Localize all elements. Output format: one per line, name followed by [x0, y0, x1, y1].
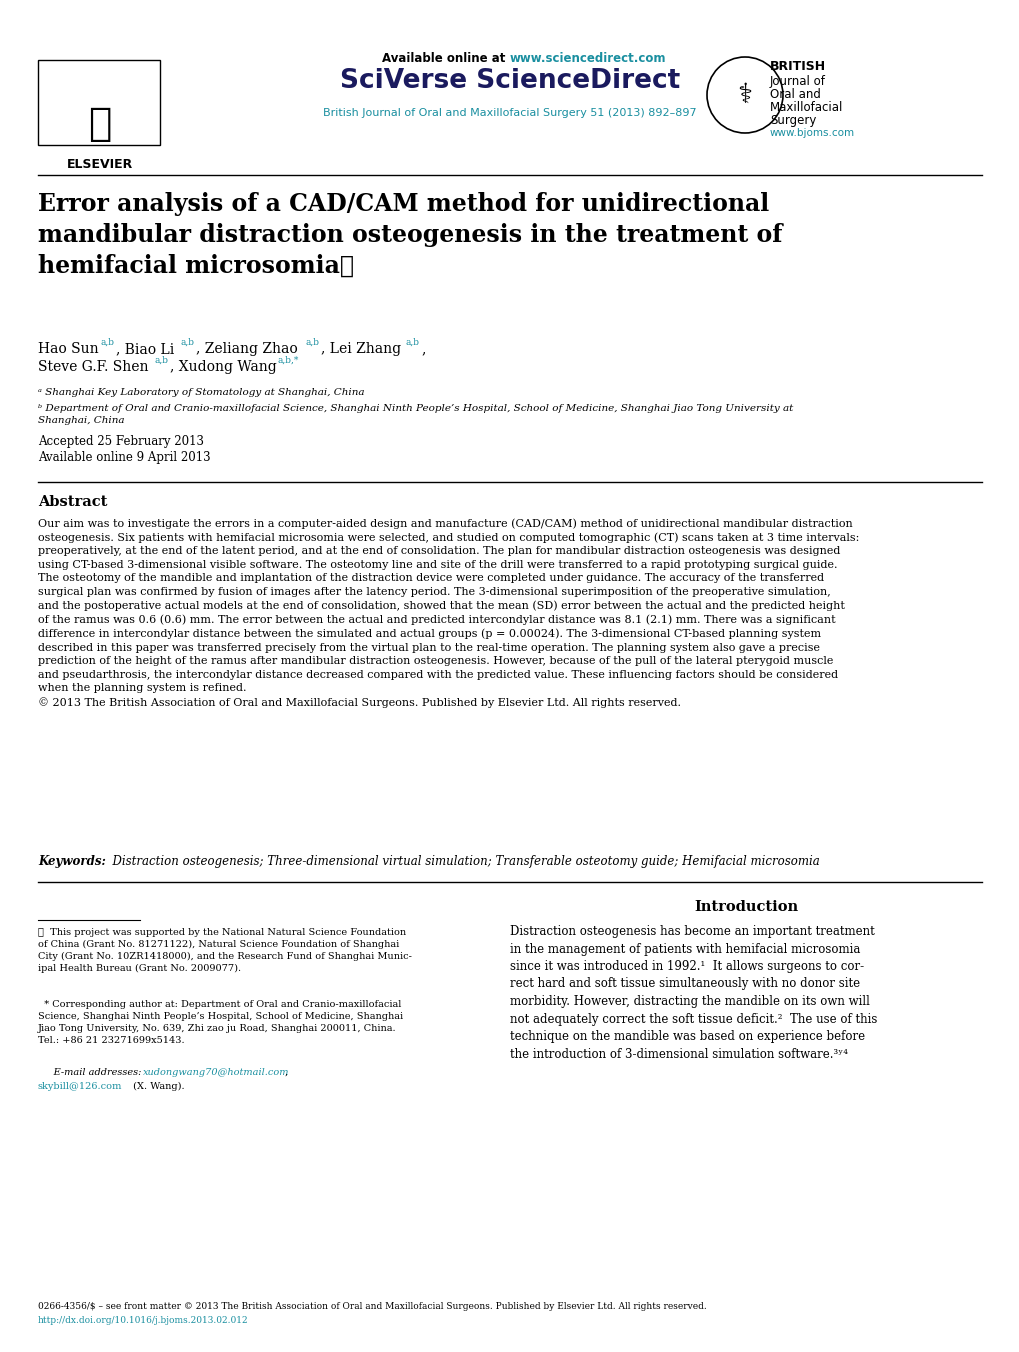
Text: * Corresponding author at: Department of Oral and Cranio-maxillofacial
Science, : * Corresponding author at: Department of…: [38, 1000, 403, 1045]
Text: Distraction osteogenesis has become an important treatment
in the management of : Distraction osteogenesis has become an i…: [510, 925, 876, 1060]
Text: a,b: a,b: [180, 338, 195, 347]
Text: ,: ,: [284, 1068, 287, 1078]
Text: Journal of: Journal of: [769, 74, 825, 88]
Text: , Lei Zhang: , Lei Zhang: [321, 342, 400, 356]
Text: 🌲: 🌲: [89, 105, 111, 143]
Text: a,b: a,b: [406, 338, 420, 347]
Text: Steve G.F. Shen: Steve G.F. Shen: [38, 360, 149, 375]
Text: xudongwang70@hotmail.com: xudongwang70@hotmail.com: [143, 1068, 289, 1078]
Text: Accepted 25 February 2013: Accepted 25 February 2013: [38, 435, 204, 448]
Text: www.bjoms.com: www.bjoms.com: [769, 128, 854, 138]
Text: E-mail addresses:: E-mail addresses:: [38, 1068, 145, 1078]
Text: Abstract: Abstract: [38, 495, 107, 508]
Text: Surgery: Surgery: [769, 114, 815, 127]
Text: , Biao Li: , Biao Li: [116, 342, 174, 356]
Text: ᵇ Department of Oral and Cranio-maxillofacial Science, Shanghai Ninth People’s H: ᵇ Department of Oral and Cranio-maxillof…: [38, 404, 793, 425]
Text: British Journal of Oral and Maxillofacial Surgery 51 (2013) 892–897: British Journal of Oral and Maxillofacia…: [323, 108, 696, 118]
Text: Hao Sun: Hao Sun: [38, 342, 99, 356]
Text: skybill@126.com: skybill@126.com: [38, 1082, 122, 1091]
Text: BRITISH: BRITISH: [769, 59, 825, 73]
Text: Oral and: Oral and: [769, 88, 820, 101]
Text: www.sciencedirect.com: www.sciencedirect.com: [510, 51, 665, 65]
Text: ⚕: ⚕: [737, 81, 752, 110]
Text: a,b: a,b: [306, 338, 320, 347]
Text: ★  This project was supported by the National Natural Science Foundation
of Chin: ★ This project was supported by the Nati…: [38, 927, 412, 973]
Text: Keywords:: Keywords:: [38, 854, 106, 868]
Text: (X. Wang).: (X. Wang).: [129, 1082, 184, 1091]
Text: 0266-4356/$ – see front matter © 2013 The British Association of Oral and Maxill: 0266-4356/$ – see front matter © 2013 Th…: [38, 1302, 706, 1311]
Text: Available online at: Available online at: [382, 51, 510, 65]
Text: SciVerse ScienceDirect: SciVerse ScienceDirect: [339, 68, 680, 95]
Text: Distraction osteogenesis; Three-dimensional virtual simulation; Transferable ost: Distraction osteogenesis; Three-dimensio…: [105, 854, 819, 868]
Text: a,b,*: a,b,*: [278, 356, 300, 365]
Text: Introduction: Introduction: [693, 900, 797, 914]
Text: a,b: a,b: [155, 356, 169, 365]
Text: , Zeliang Zhao: , Zeliang Zhao: [196, 342, 298, 356]
Text: Available online 9 April 2013: Available online 9 April 2013: [38, 452, 210, 464]
Text: Our aim was to investigate the errors in a computer-aided design and manufacture: Our aim was to investigate the errors in…: [38, 518, 859, 707]
Text: ,: ,: [421, 342, 425, 356]
Text: Maxillofacial: Maxillofacial: [769, 101, 843, 114]
Text: ELSEVIER: ELSEVIER: [67, 158, 133, 170]
Text: , Xudong Wang: , Xudong Wang: [170, 360, 276, 375]
Text: ᵃ Shanghai Key Laboratory of Stomatology at Shanghai, China: ᵃ Shanghai Key Laboratory of Stomatology…: [38, 388, 364, 397]
Text: a,b: a,b: [101, 338, 115, 347]
Bar: [38, 59, 160, 145]
Text: http://dx.doi.org/10.1016/j.bjoms.2013.02.012: http://dx.doi.org/10.1016/j.bjoms.2013.0…: [38, 1315, 249, 1325]
Text: Error analysis of a CAD/CAM method for unidirectional
mandibular distraction ost: Error analysis of a CAD/CAM method for u…: [38, 192, 782, 277]
